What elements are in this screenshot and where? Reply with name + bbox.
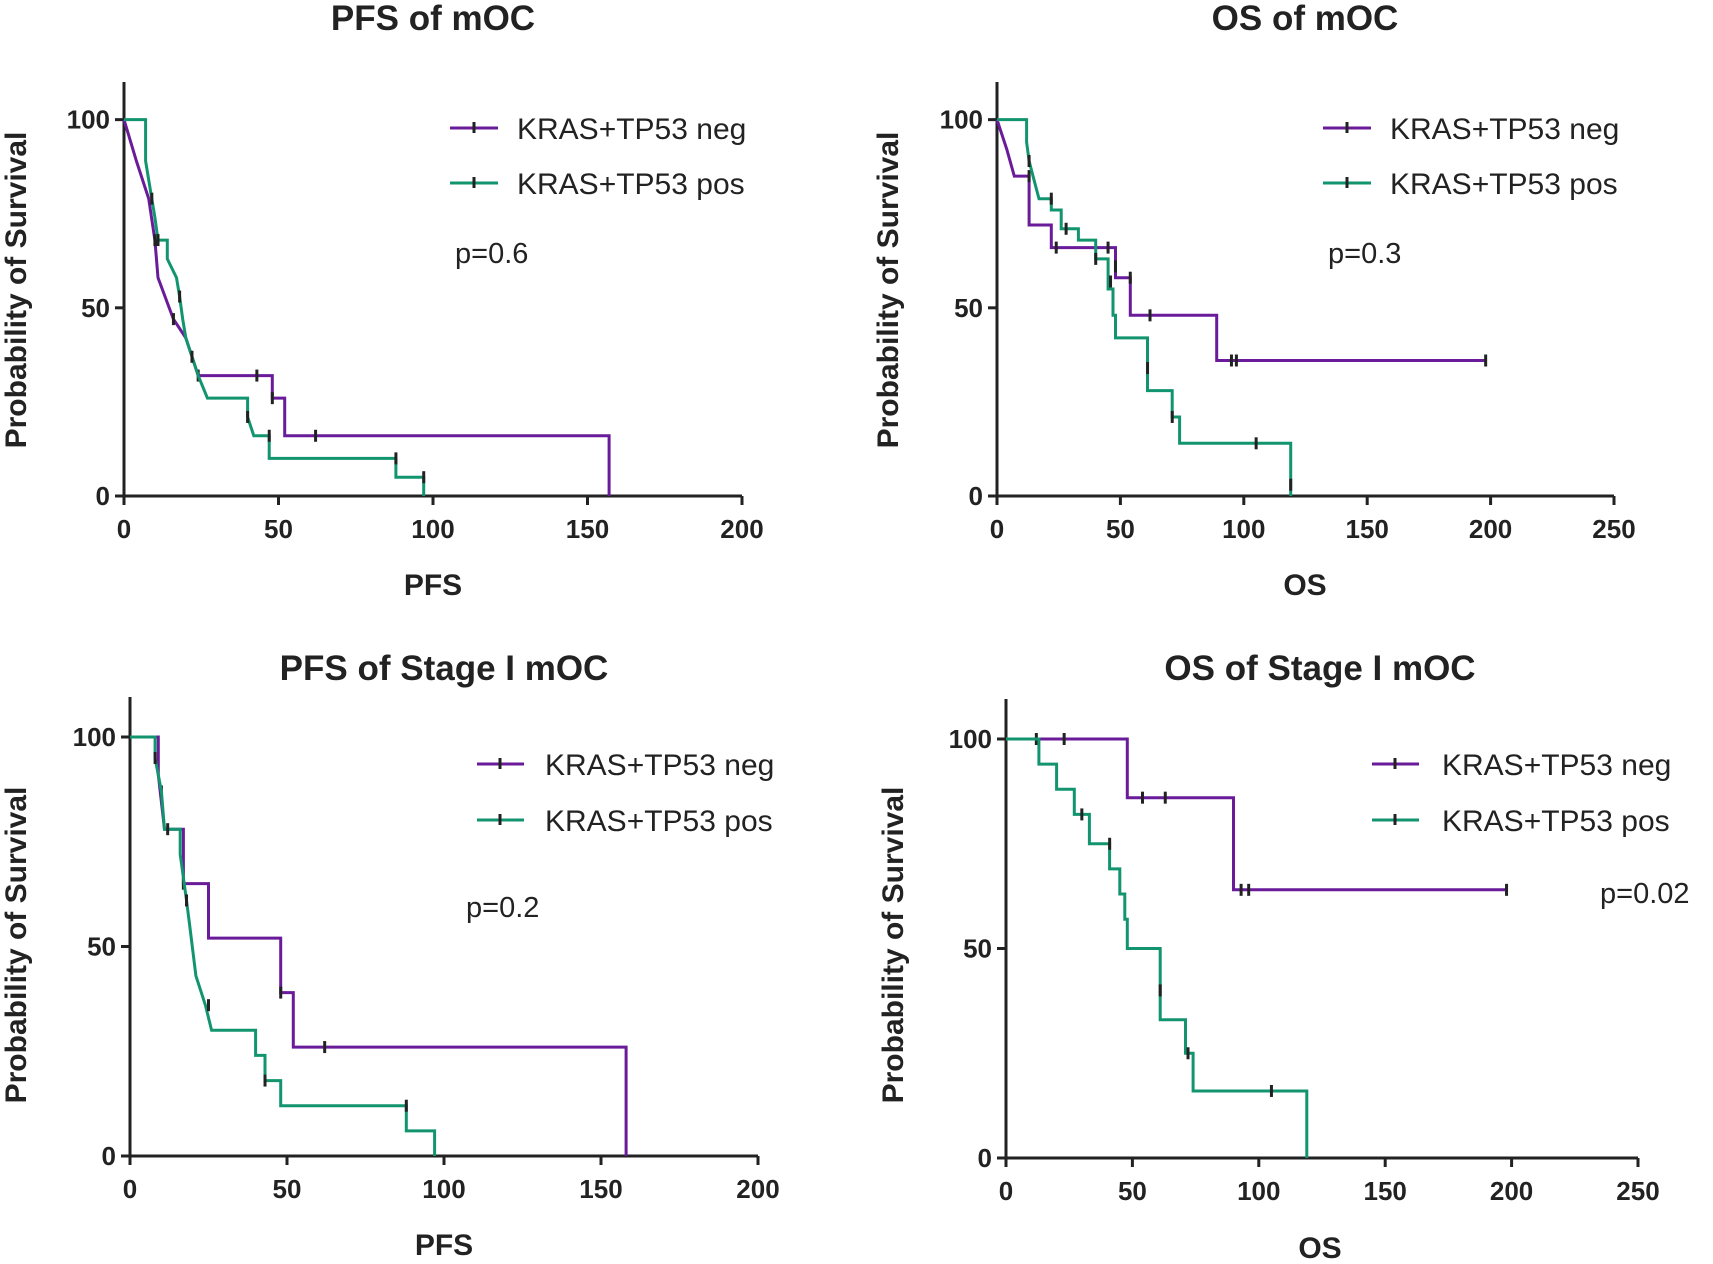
y-tick-label: 50	[81, 293, 110, 323]
x-tick-label: 150	[1346, 514, 1389, 544]
km-curve-pos	[130, 735, 437, 1156]
x-tick-label: 100	[411, 514, 454, 544]
panel-title: PFS of Stage I mOC	[280, 649, 609, 688]
y-tick-label: 100	[73, 722, 116, 752]
y-axis-title: Probability of Survival	[0, 132, 33, 449]
panel-title: PFS of mOC	[331, 0, 535, 38]
x-tick-label: 50	[1118, 1176, 1147, 1206]
axes: 0 50 100 150 200 250 0 50 100	[949, 699, 1660, 1206]
x-tick-label: 0	[117, 514, 131, 544]
km-curve-neg	[130, 735, 628, 1156]
y-tick-label: 0	[969, 481, 983, 511]
x-tick-label: 0	[990, 514, 1004, 544]
y-tick-label: 100	[949, 724, 992, 754]
y-tick-label: 100	[67, 105, 110, 135]
legend: KRAS+TP53 neg KRAS+TP53 pos	[1323, 113, 1619, 201]
y-axis-title: Probability of Survival	[0, 787, 33, 1104]
plot-area	[1006, 733, 1509, 1158]
x-tick-label: 250	[1592, 514, 1635, 544]
legend-label-neg: KRAS+TP53 neg	[517, 113, 746, 146]
x-tick-label: 250	[1616, 1176, 1659, 1206]
y-axis-title: Probability of Survival	[872, 132, 905, 449]
axes: 0 50 100 150 200 250 0 50 100	[940, 82, 1636, 544]
x-axis-title: PFS	[404, 569, 462, 602]
km-curve-neg	[995, 119, 1486, 362]
km-curve-pos	[997, 118, 1293, 496]
y-tick-label: 50	[87, 932, 116, 962]
y-axis-title: Probability of Survival	[877, 787, 910, 1104]
panel-title: OS of Stage I mOC	[1164, 649, 1475, 688]
y-tick-label: 50	[954, 293, 983, 323]
x-tick-label: 100	[422, 1174, 465, 1204]
legend-label-neg: KRAS+TP53 neg	[1390, 113, 1619, 146]
x-tick-label: 50	[1106, 514, 1135, 544]
x-tick-label: 150	[566, 514, 609, 544]
x-axis-title: PFS	[415, 1229, 473, 1262]
legend-label-pos: KRAS+TP53 pos	[1390, 168, 1618, 201]
y-tick-label: 50	[963, 934, 992, 964]
x-tick-label: 0	[123, 1174, 137, 1204]
x-tick-label: 0	[999, 1176, 1013, 1206]
panel-os-moc: OS of mOC 0 50 100 150 200 250 0 50 100 OS Proba…	[872, 0, 1636, 602]
panel-os-stage-i-moc: OS of Stage I mOC 0 50 100 150 200 250050100 …	[877, 649, 1690, 1264]
y-tick-label: 0	[96, 481, 110, 511]
km-curve-neg	[1006, 737, 1507, 892]
x-tick-label: 200	[1469, 514, 1512, 544]
x-tick-label: 200	[736, 1174, 779, 1204]
plot-area	[995, 118, 1488, 496]
x-tick-label: 200	[1490, 1176, 1533, 1206]
legend-label-neg: KRAS+TP53 neg	[545, 749, 774, 782]
legend: KRAS+TP53 neg KRAS+TP53 pos	[1372, 749, 1671, 838]
x-tick-label: 100	[1237, 1176, 1280, 1206]
x-axis-title: OS	[1298, 1232, 1341, 1264]
km-curve-pos	[1006, 737, 1309, 1158]
x-axis-title: OS	[1283, 569, 1326, 602]
legend-label-pos: KRAS+TP53 pos	[517, 168, 745, 201]
y-tick-label: 0	[978, 1143, 992, 1173]
y-tick-label: 0	[102, 1141, 116, 1171]
panel-title: OS of mOC	[1212, 0, 1399, 38]
x-tick-label: 50	[264, 514, 293, 544]
legend-label-pos: KRAS+TP53 pos	[545, 805, 773, 838]
panel-pfs-moc: PFS of mOC 0 50 100 150 200 0 50 100 PFS Probab…	[0, 0, 764, 602]
x-tick-label: 150	[579, 1174, 622, 1204]
x-tick-label: 50	[273, 1174, 302, 1204]
axes: 0 50 100 150 200 0 50 100	[67, 82, 764, 544]
p-value: p=0.2	[466, 892, 539, 924]
x-tick-label: 150	[1364, 1176, 1407, 1206]
p-value: p=0.3	[1328, 238, 1401, 270]
x-tick-label: 200	[720, 514, 763, 544]
axes: 0 50 100 150 200 0 50 100	[73, 697, 780, 1204]
x-tick-label: 100	[1222, 514, 1265, 544]
legend-label-neg: KRAS+TP53 neg	[1442, 749, 1671, 782]
plot-area	[130, 735, 628, 1156]
plot-area	[122, 118, 611, 496]
legend-label-pos: KRAS+TP53 pos	[1442, 805, 1670, 838]
y-tick-label: 100	[940, 105, 983, 135]
legend: KRAS+TP53 neg KRAS+TP53 pos	[450, 113, 746, 201]
p-value: p=0.02	[1600, 878, 1690, 910]
p-value: p=0.6	[455, 238, 528, 270]
panel-pfs-stage-i-moc: PFS of Stage I mOC 0 50 100 150 200 0 50 100 PF…	[0, 649, 780, 1262]
legend: KRAS+TP53 neg KRAS+TP53 pos	[477, 749, 774, 838]
